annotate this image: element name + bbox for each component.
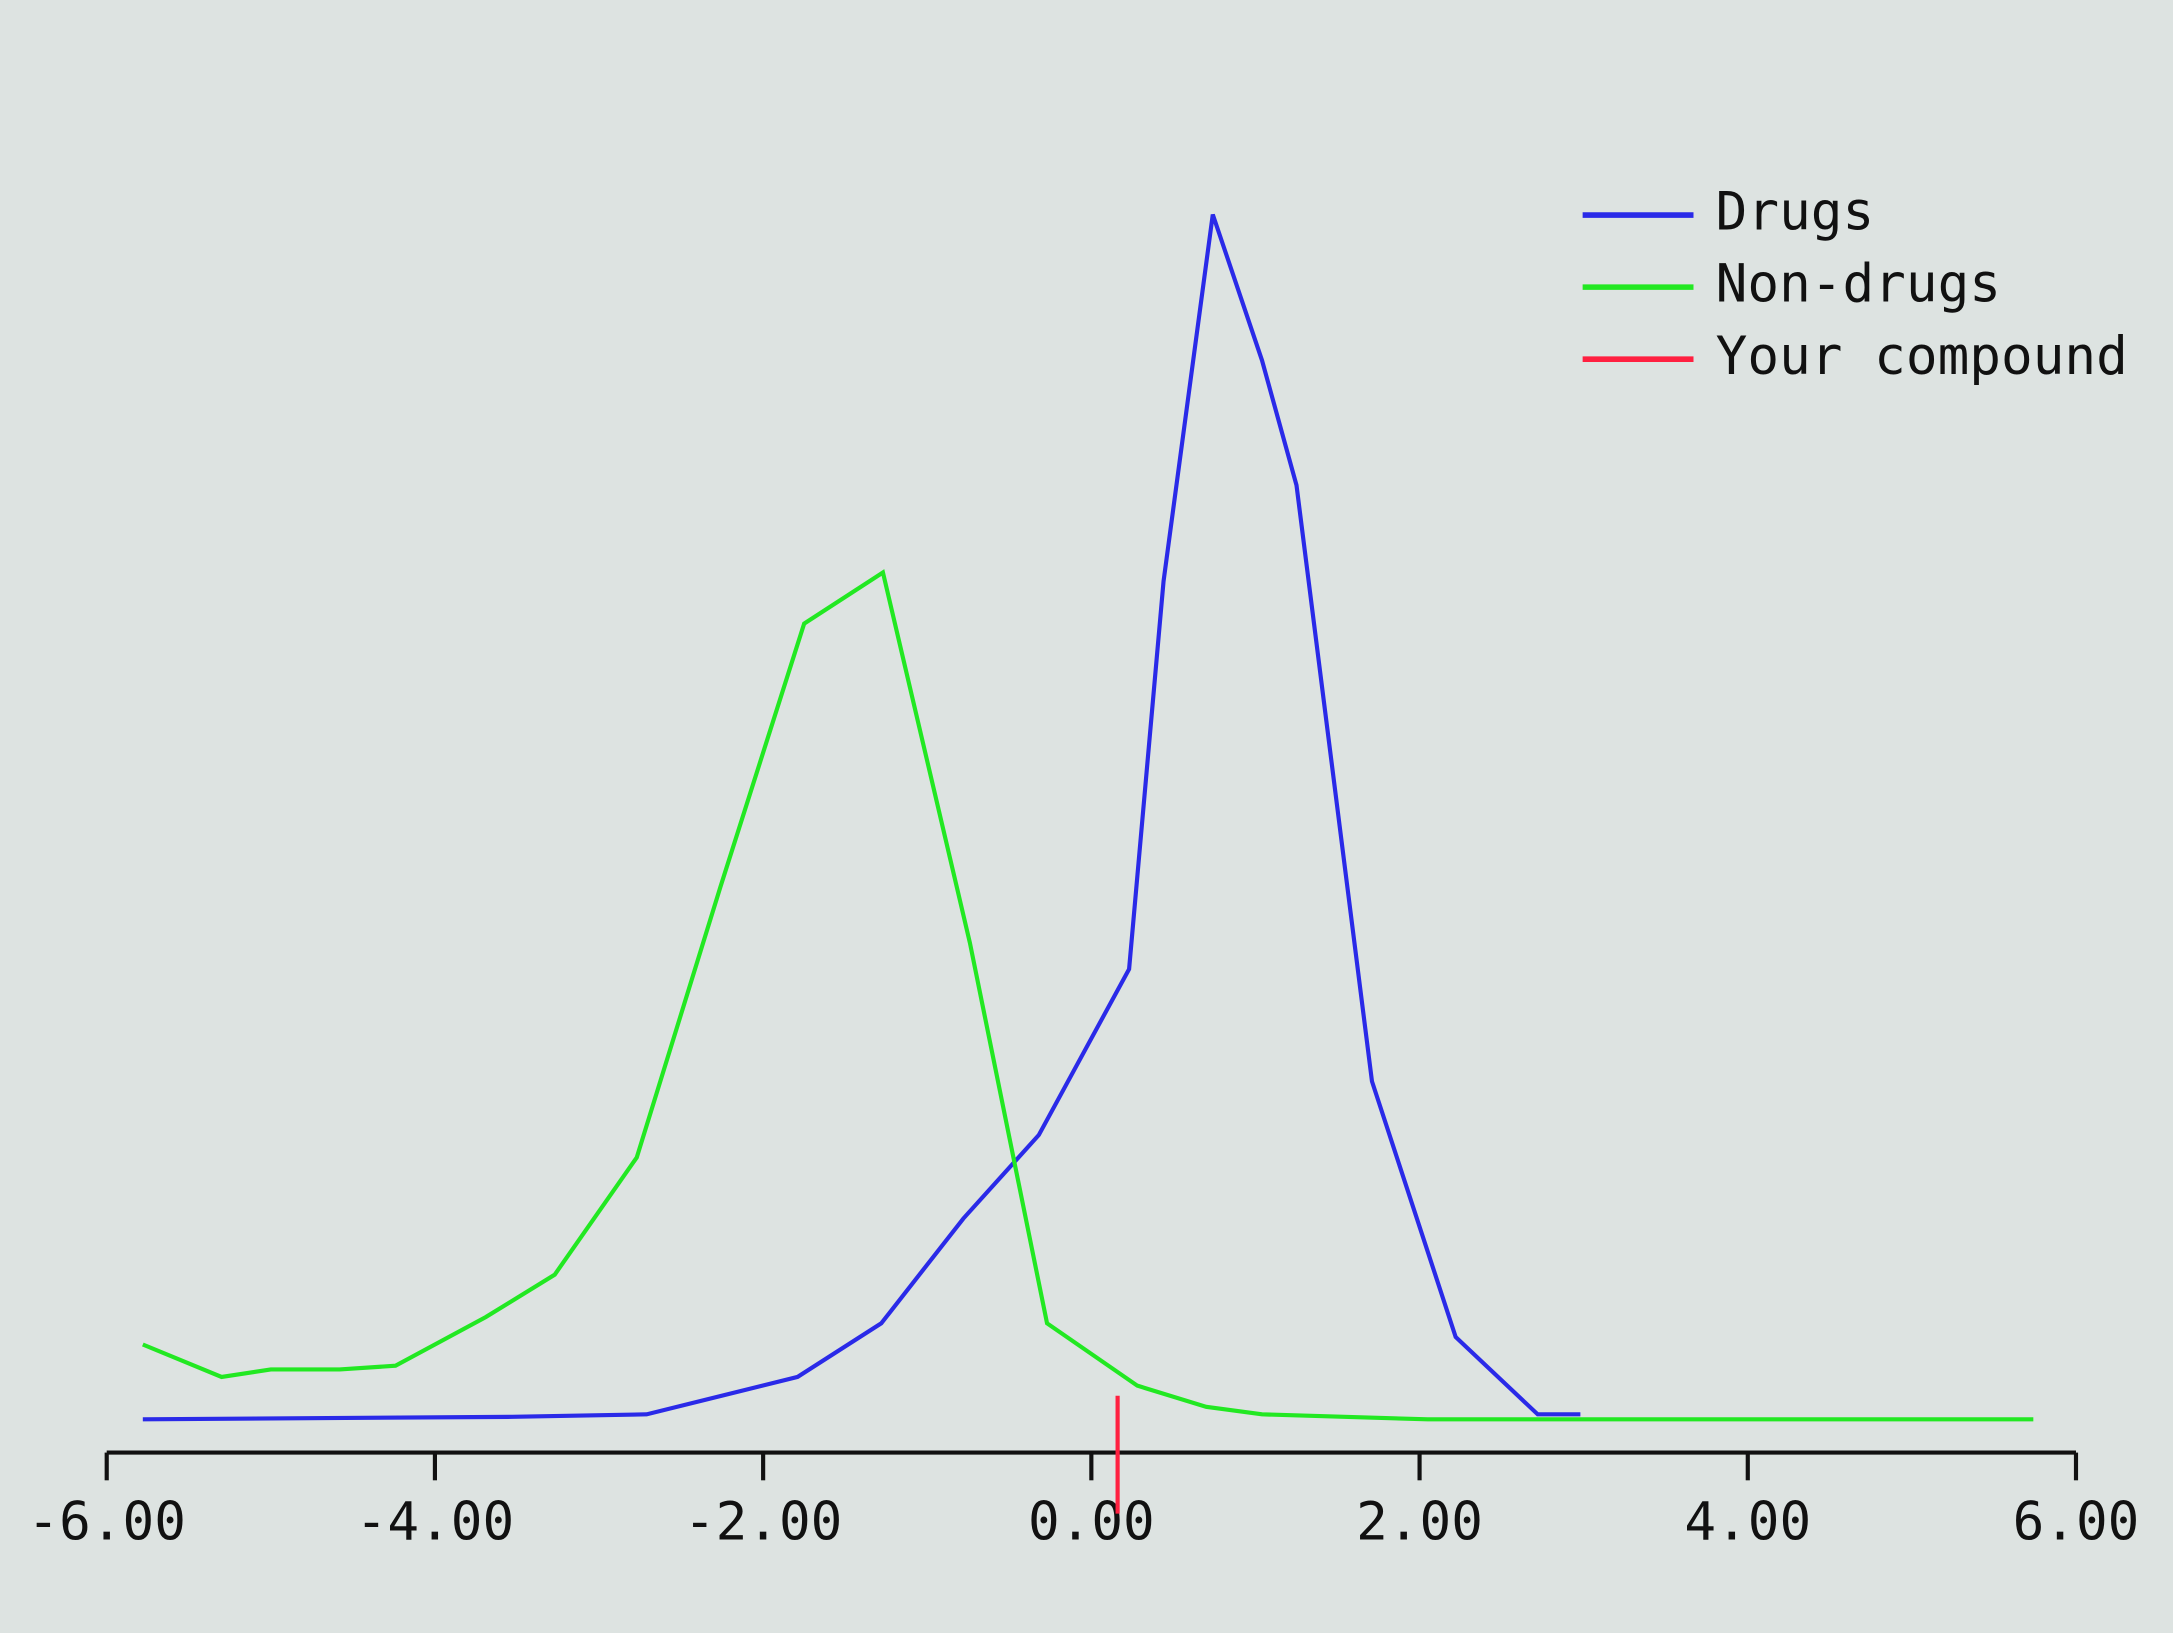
legend-label: Your compound <box>1716 326 2128 387</box>
x-tick-label: 0.00 <box>1028 1491 1155 1552</box>
x-tick-label: -2.00 <box>684 1491 843 1552</box>
x-tick-label: 2.00 <box>1356 1491 1483 1552</box>
legend-label: Drugs <box>1716 182 1875 243</box>
x-tick-label: 6.00 <box>2013 1491 2140 1552</box>
data-line <box>142 569 2034 1422</box>
data-line <box>142 213 1581 1422</box>
x-tick-label: -6.00 <box>27 1491 186 1552</box>
legend-label: Non-drugs <box>1716 254 2001 315</box>
x-tick-label: -4.00 <box>356 1491 515 1552</box>
x-tick-label: 4.00 <box>1684 1491 1811 1552</box>
